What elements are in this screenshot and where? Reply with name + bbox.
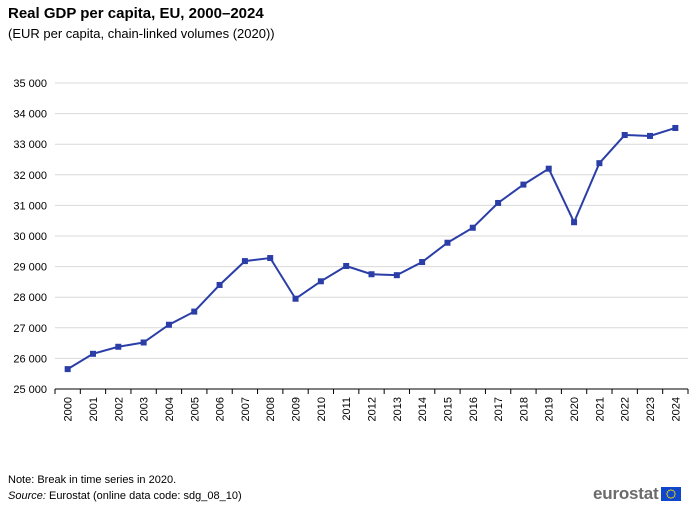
data-point <box>140 339 147 346</box>
x-tick-label: 2016 <box>468 397 480 421</box>
data-point <box>596 160 603 167</box>
data-point <box>267 255 274 262</box>
y-tick-label: 29 000 <box>13 262 47 274</box>
x-tick-label: 2008 <box>265 397 277 421</box>
x-tick-label: 2001 <box>88 397 100 421</box>
data-point <box>317 278 324 285</box>
data-point <box>545 165 552 172</box>
y-tick-label: 28 000 <box>13 292 47 304</box>
x-tick-label: 2010 <box>316 397 328 421</box>
data-point <box>621 132 628 139</box>
source-text: Eurostat (online data code: sdg_08_10) <box>45 490 242 502</box>
data-point <box>292 295 299 302</box>
chart-title: Real GDP per capita, EU, 2000–2024 <box>8 5 264 22</box>
source-line: Source: Eurostat (online data code: sdg_… <box>8 490 242 502</box>
x-tick-label: 2017 <box>493 397 505 421</box>
data-point <box>165 321 172 328</box>
data-point <box>216 281 223 288</box>
x-tick-label: 2000 <box>63 397 75 421</box>
x-tick-label: 2024 <box>670 397 682 421</box>
y-tick-label: 32 000 <box>13 170 47 182</box>
x-tick-label: 2004 <box>164 397 176 421</box>
x-tick-label: 2021 <box>594 397 606 421</box>
x-tick-label: 2003 <box>139 397 151 421</box>
x-tick-label: 2018 <box>518 397 530 421</box>
x-tick-label: 2007 <box>240 397 252 421</box>
y-tick-label: 30 000 <box>13 231 47 243</box>
footnote: Note: Break in time series in 2020. <box>8 474 177 486</box>
y-axis-labels: 25 000 26 000 27 000 28 000 29 000 30 000 31 0… <box>13 78 47 396</box>
data-point <box>115 343 122 350</box>
series-line <box>64 124 679 373</box>
x-tick-label: 2009 <box>291 397 303 421</box>
x-tick-label: 2005 <box>189 397 201 421</box>
data-point <box>393 272 400 279</box>
x-tick-label: 2020 <box>569 397 581 421</box>
x-tick-label: 2002 <box>113 397 125 421</box>
x-tick-label: 2022 <box>620 397 632 421</box>
data-point <box>571 219 578 226</box>
data-point <box>89 350 96 357</box>
x-tick-label: 2011 <box>341 397 353 421</box>
line-chart: 25 000 26 000 27 000 28 000 29 000 30 000 31 0… <box>13 78 689 421</box>
data-point <box>419 259 426 266</box>
x-axis-labels: 2000 2001 2002 2003 2004 2005 2006 2007 2008 2009… <box>63 397 683 421</box>
eurostat-logo: eurostat <box>593 484 682 504</box>
data-point <box>647 132 654 139</box>
data-point <box>191 308 198 315</box>
data-point <box>520 181 527 188</box>
x-axis <box>54 388 689 394</box>
x-tick-label: 2013 <box>392 397 404 421</box>
y-tick-label: 31 000 <box>13 200 47 212</box>
y-tick-label: 34 000 <box>13 109 47 121</box>
data-point <box>64 366 71 373</box>
source-label: Source: <box>8 490 46 502</box>
data-point <box>444 239 451 246</box>
y-tick-label: 33 000 <box>13 139 47 151</box>
x-tick-label: 2006 <box>215 397 227 421</box>
y-tick-label: 26 000 <box>13 353 47 365</box>
gridlines <box>55 82 688 359</box>
x-tick-label: 2012 <box>367 397 379 421</box>
eu-flag-icon <box>661 487 682 501</box>
data-point <box>343 262 350 269</box>
logo-text: eurostat <box>593 484 659 503</box>
chart-subtitle: (EUR per capita, chain-linked volumes (2… <box>8 26 275 41</box>
series-line-path <box>67 127 676 370</box>
data-point <box>368 271 375 278</box>
y-tick-label: 35 000 <box>13 78 47 90</box>
data-point <box>241 258 248 265</box>
x-tick-label: 2019 <box>544 397 556 421</box>
y-tick-label: 25 000 <box>13 384 47 396</box>
x-tick-label: 2015 <box>442 397 454 421</box>
x-tick-label: 2023 <box>645 397 657 421</box>
x-tick-label: 2014 <box>417 397 429 421</box>
data-point <box>495 199 502 206</box>
data-point <box>469 224 476 231</box>
y-tick-label: 27 000 <box>13 323 47 335</box>
data-point <box>672 124 679 131</box>
